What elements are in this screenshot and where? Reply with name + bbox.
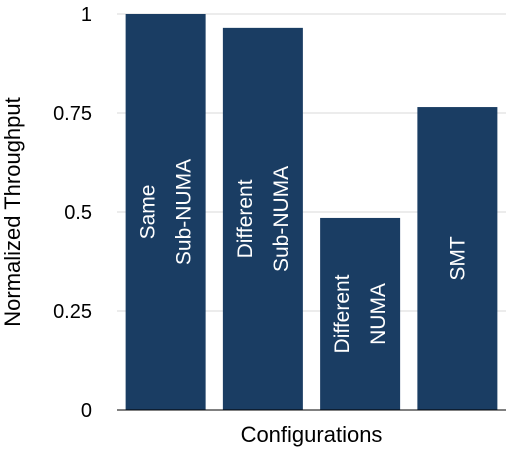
bar-category-label: Different NUMA bbox=[331, 274, 390, 353]
bar bbox=[320, 217, 401, 410]
bar-category-label-line: Sub-NUMA bbox=[173, 159, 196, 265]
y-tick-label: 0.25 bbox=[53, 301, 92, 323]
bar-category-label-line: NUMA bbox=[367, 283, 390, 345]
bar-category-label: SMT bbox=[446, 236, 469, 281]
bar bbox=[125, 14, 206, 410]
bar bbox=[222, 27, 303, 411]
y-tick-label: 1 bbox=[81, 4, 92, 26]
y-axis-label: Normalized Throughput bbox=[0, 97, 25, 327]
y-tick-label: 0 bbox=[81, 400, 92, 422]
bar bbox=[417, 107, 498, 410]
y-tick-label: 0.75 bbox=[53, 103, 92, 125]
bar-category-label-line: Different bbox=[331, 274, 354, 353]
bar-category-label-line: Same bbox=[137, 185, 160, 240]
y-tick-label: 0.5 bbox=[64, 202, 92, 224]
bar-category-label: Same Sub-NUMA bbox=[137, 159, 196, 265]
bar-category-label: Different Sub-NUMA bbox=[234, 166, 293, 272]
y-axis-ticks: 0 0.25 0.5 0.75 1 bbox=[53, 4, 92, 422]
bar-category-label-line: Different bbox=[234, 179, 257, 258]
bar-category-label-line: SMT bbox=[446, 236, 469, 281]
bars: Same Sub-NUMA Different Sub-NUMA Different NU… bbox=[125, 14, 498, 411]
x-axis-label: Configurations bbox=[241, 422, 383, 447]
bar-category-label-line: Sub-NUMA bbox=[270, 166, 293, 272]
